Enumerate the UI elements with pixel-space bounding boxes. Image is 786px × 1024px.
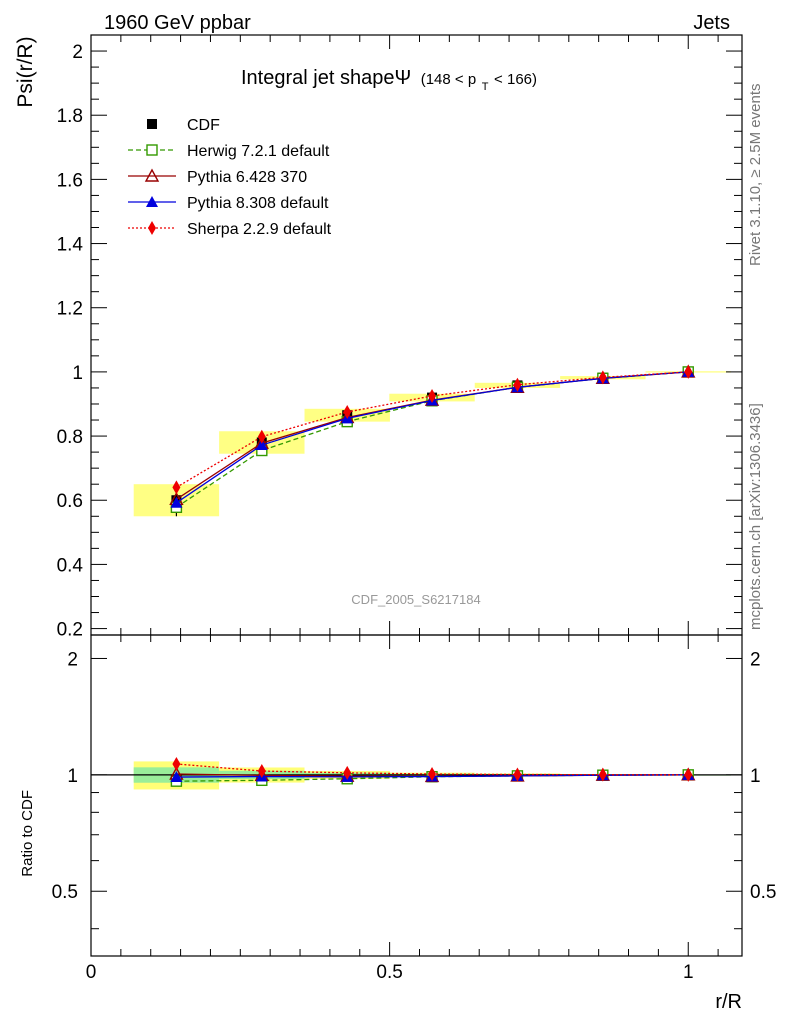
data-point-pythia-8-308-default [170, 496, 183, 508]
y-tick-label: 1.4 [57, 235, 84, 256]
x-axis-label: r/R [715, 991, 742, 1013]
chart-title-range: (148 < p [421, 71, 476, 88]
main-axis-ticks: 0.2 0.4 0.6 0.8 1 1.2 1.4 1.6 1.8 2 [57, 35, 742, 641]
legend-label-cdf: CDF [187, 117, 220, 134]
legend-marker-pythia-8-308-default [146, 196, 158, 207]
y-tick-label: 1.2 [57, 299, 83, 320]
ratio-point-sherpa-2-2-9-default [513, 767, 522, 782]
chart-title-range-end: < 166) [494, 71, 537, 88]
ratio-plot-frame [90, 634, 743, 957]
chart-title-subscript: T [482, 81, 489, 93]
ratio-point-pythia-8-308-default [170, 771, 183, 783]
legend-marker-herwig-7-2-1-default [146, 144, 158, 156]
x-tick-label: 0.5 [376, 962, 402, 983]
data-point-sherpa-2-2-9-default [513, 377, 522, 392]
y-tick-label: 0.8 [57, 427, 83, 448]
ratio-point-sherpa-2-2-9-default [684, 767, 693, 782]
y-tick-label: 0.6 [57, 491, 83, 512]
data-point-sherpa-2-2-9-default [428, 388, 437, 403]
legend-marker-pythia-6-428-370 [144, 168, 160, 182]
ratio-y-tick-label-right: 1 [750, 766, 761, 787]
y-tick-label: 0.4 [57, 555, 84, 576]
data-point-sherpa-2-2-9-default [598, 370, 607, 385]
ratio-axis-ticks: 0 0.5 1 0.5 0.5 1 1 2 2 [52, 635, 776, 983]
x-tick-label: 0 [86, 962, 97, 983]
ratio-point-sherpa-2-2-9-default [257, 764, 266, 779]
y-tick-label: 1 [72, 363, 83, 384]
legend-marker-cdf [147, 119, 157, 129]
series-line-sherpa-2-2-9-default [176, 371, 689, 488]
main-series-layer [169, 364, 696, 517]
legend-label-pythia-8-308-default: Pythia 8.308 default [187, 195, 329, 212]
header-energy-label: 1960 GeV ppbar [104, 12, 251, 34]
legend-label-sherpa-2-2-9-default: Sherpa 2.2.9 default [187, 221, 332, 238]
data-point-sherpa-2-2-9-default [684, 364, 693, 379]
ratio-y-tick-label-right: 2 [750, 649, 761, 670]
chart-title-main: Integral jet shapeΨ [241, 67, 411, 89]
data-point-sherpa-2-2-9-default [257, 429, 266, 444]
ratio-y-tick-label: 2 [67, 649, 78, 670]
y-tick-label: 1.8 [57, 106, 83, 127]
ratio-y-tick-label-right: 0.5 [750, 882, 776, 903]
ratio-y-tick-label: 1 [67, 766, 78, 787]
y-tick-label: 0.2 [57, 620, 83, 641]
legend-marker-sherpa-2-2-9-default [148, 221, 156, 235]
y-tick-label: 2 [72, 42, 83, 63]
x-tick-label: 1 [683, 962, 694, 983]
legend-label-pythia-6-428-370: Pythia 6.428 370 [187, 169, 307, 186]
ratio-y-axis-label: Ratio to CDF [19, 790, 36, 877]
ratio-point-sherpa-2-2-9-default [428, 767, 437, 782]
ratio-point-sherpa-2-2-9-default [172, 756, 181, 771]
legend: CDF Herwig 7.2.1 default Pythia 6.428 370 P… [128, 117, 332, 238]
analysis-watermark: CDF_2005_S6217184 [351, 592, 480, 607]
legend-label-herwig-7-2-1-default: Herwig 7.2.1 default [187, 143, 330, 160]
chart-title: Integral jet shapeΨ (148 < p T < 166) [241, 67, 537, 95]
data-point-sherpa-2-2-9-default [172, 480, 181, 495]
y-axis-label: Psi(r/R) [14, 36, 37, 107]
ratio-series-layer [169, 756, 696, 787]
rivet-version-label: Rivet 3.1.10, ≥ 2.5M events [747, 84, 764, 267]
ratio-point-sherpa-2-2-9-default [343, 765, 352, 780]
data-point-pythia-8-308-default [255, 439, 268, 451]
ratio-point-sherpa-2-2-9-default [598, 767, 607, 782]
mcplots-label: mcplots.cern.ch [arXiv:1306.3436] [747, 403, 764, 630]
ratio-y-tick-label: 0.5 [52, 882, 78, 903]
data-point-sherpa-2-2-9-default [343, 405, 352, 420]
header-process-label: Jets [693, 12, 730, 34]
y-tick-label: 1.6 [57, 170, 83, 191]
